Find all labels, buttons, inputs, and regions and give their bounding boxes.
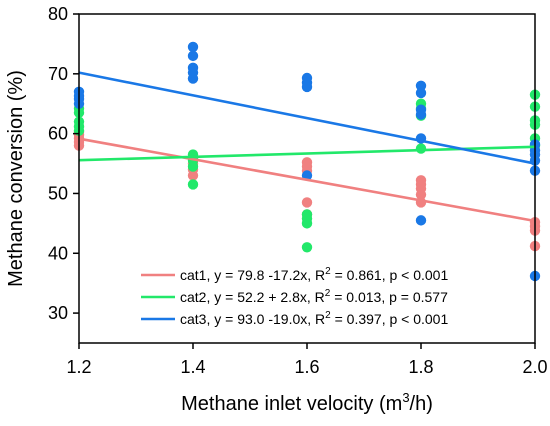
cat1-point bbox=[301, 197, 313, 208]
x-axis-title-superscript: 3 bbox=[402, 390, 409, 405]
cat1-fit-line bbox=[78, 137, 536, 223]
cat3-legend-label: cat3, y = 93.0 -19.0x, R2 = 0.397, p < 0… bbox=[180, 310, 448, 327]
cat3-point bbox=[187, 50, 199, 62]
x-axis-title-tail: /h) bbox=[410, 393, 433, 415]
cat3-point bbox=[187, 62, 199, 74]
cat1-point bbox=[301, 157, 313, 168]
x-axis-title-main: Methane inlet velocity (m bbox=[181, 393, 402, 415]
cat3-point bbox=[301, 72, 313, 84]
y-tick-label: 50 bbox=[48, 183, 68, 203]
cat2-point bbox=[415, 143, 427, 154]
y-tick-label: 60 bbox=[48, 124, 68, 144]
x-tick-label: 1.6 bbox=[294, 357, 319, 377]
y-tick-label: 30 bbox=[48, 303, 68, 323]
cat1-legend-label: cat1, y = 79.8 -17.2x, R2 = 0.861, p < 0… bbox=[180, 266, 448, 283]
points-layer bbox=[73, 41, 541, 282]
cat1-point bbox=[415, 175, 427, 186]
x-tick-label: 2.0 bbox=[522, 357, 547, 377]
cat3-fit-line bbox=[78, 71, 536, 165]
legend: cat1, y = 79.8 -17.2x, R2 = 0.861, p < 0… bbox=[141, 266, 448, 327]
y-axis-title: Methane conversion (%) bbox=[5, 70, 27, 287]
y-tick-label: 40 bbox=[48, 243, 68, 263]
x-axis-title: Methane inlet velocity (m3/h) bbox=[181, 390, 433, 415]
cat3-point bbox=[415, 80, 427, 91]
cat3-point bbox=[415, 215, 427, 226]
x-tick-label: 1.2 bbox=[66, 357, 91, 377]
cat2-point bbox=[301, 242, 313, 253]
y-tick-label: 80 bbox=[48, 4, 68, 24]
fit-lines-layer bbox=[78, 71, 536, 223]
x-tick-label: 1.4 bbox=[180, 357, 205, 377]
cat2-point bbox=[301, 209, 313, 220]
ticks-layer: 1.2 1.4 1.6 1.8 2.0 30 40 50 60 70 80 bbox=[48, 4, 548, 377]
x-tick-label: 1.8 bbox=[408, 357, 433, 377]
cat2-legend-label: cat2, y = 52.2 + 2.8x, R2 = 0.013, p = 0… bbox=[180, 288, 448, 305]
cat2-point bbox=[187, 179, 199, 190]
cat3-point bbox=[187, 41, 199, 53]
cat3-point bbox=[415, 87, 427, 99]
y-tick-label: 70 bbox=[48, 64, 68, 84]
cat3-point bbox=[415, 104, 427, 115]
